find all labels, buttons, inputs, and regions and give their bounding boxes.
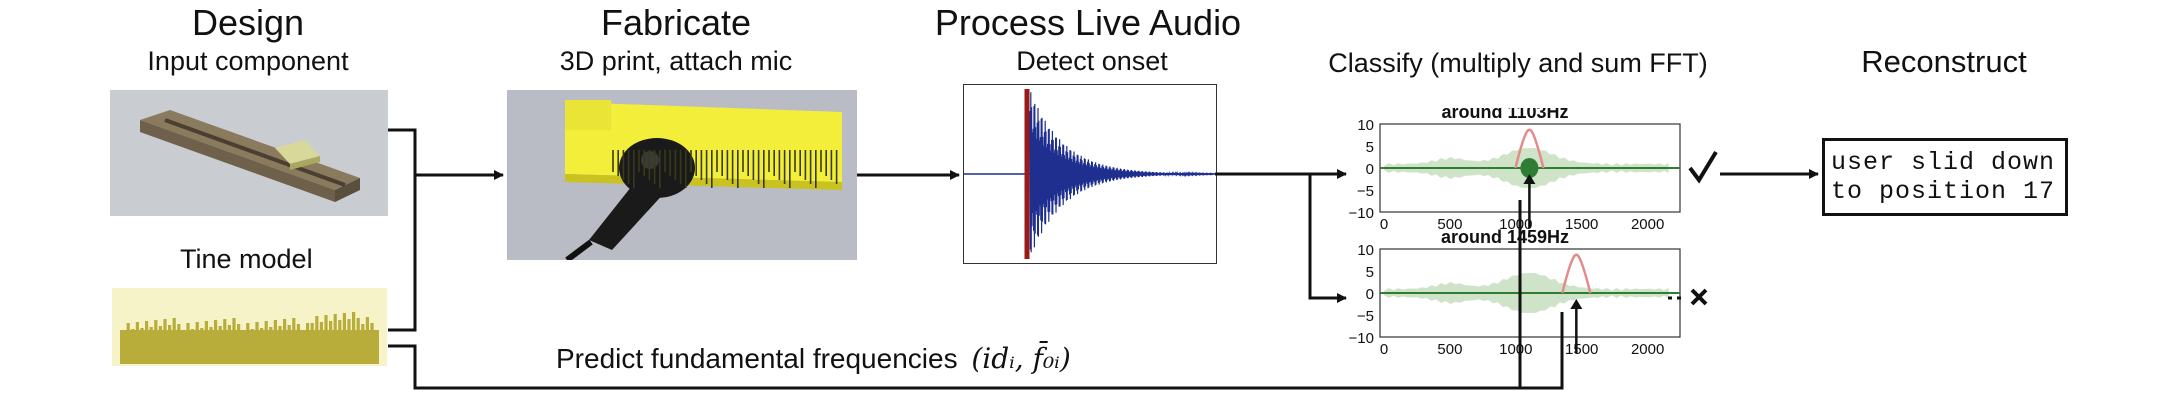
plot-title: around 1103Hz bbox=[1441, 108, 1568, 122]
y-tick-label: 10 bbox=[1357, 242, 1374, 259]
y-tick-label: 10 bbox=[1357, 117, 1374, 134]
slider-model-icon bbox=[140, 110, 360, 202]
printed-slider-with-mic-icon bbox=[565, 100, 842, 263]
y-tick-label: 5 bbox=[1366, 139, 1374, 156]
design-bracket bbox=[388, 128, 417, 332]
fft-plot-1: around 1103Hz 10 5 0 −5 −10 0 500 1000 1500 2000 bbox=[1349, 108, 1681, 233]
fabricate-title: Fabricate bbox=[600, 2, 752, 43]
y-tick-label: −10 bbox=[1349, 330, 1374, 347]
ideal-peak bbox=[1514, 128, 1545, 169]
fft-plot-2: around 1459Hz 10 5 0 −5 −10 0 500 1000 1500 2000 bbox=[1349, 227, 1681, 358]
plot-title: around 1459Hz bbox=[1441, 227, 1569, 247]
process-title: Process Live Audio bbox=[934, 2, 1242, 43]
tine-comb-icon bbox=[120, 312, 379, 364]
ideal-peak bbox=[1561, 253, 1592, 294]
classify-subtitle: Classify (multiply and sum FFT) bbox=[1328, 48, 1708, 78]
x-tick-label: 500 bbox=[1437, 341, 1462, 358]
x-tick-label: 0 bbox=[1380, 341, 1388, 358]
process-subtitle: Detect onset bbox=[1016, 46, 1168, 76]
x-tick-label: 1500 bbox=[1565, 341, 1598, 358]
design-subtitle: Input component bbox=[147, 46, 349, 76]
y-tick-label: −5 bbox=[1357, 308, 1374, 325]
input-component-render bbox=[110, 90, 388, 216]
fabricated-device-photo bbox=[507, 90, 857, 263]
output-line-2: to position 17 bbox=[1831, 177, 2056, 206]
y-tick-label: 0 bbox=[1366, 161, 1374, 178]
x-tick-label: 0 bbox=[1380, 216, 1388, 233]
x-tick-label: 500 bbox=[1437, 216, 1462, 233]
x-tick-label: 2000 bbox=[1631, 341, 1664, 358]
predict-line bbox=[388, 312, 1564, 390]
design-title: Design bbox=[191, 2, 305, 43]
arrow-to-plot2 bbox=[1308, 174, 1347, 303]
x-tick-label: 2000 bbox=[1631, 216, 1664, 233]
predict-math: (idᵢ, f̄₀ᵢ) bbox=[971, 342, 1071, 375]
fabricate-subtitle: 3D print, attach mic bbox=[559, 46, 793, 76]
cross-icon bbox=[1690, 288, 1708, 306]
reconstruct-title: Reconstruct bbox=[1861, 44, 2027, 79]
reconstruct-output-box: user slid down to position 17 bbox=[1822, 138, 2068, 216]
x-tick-label: 1000 bbox=[1499, 341, 1532, 358]
output-line-1: user slid down bbox=[1831, 148, 2056, 177]
audio-waveform-panel bbox=[963, 84, 1217, 264]
y-tick-label: 0 bbox=[1366, 286, 1374, 303]
y-tick-label: −10 bbox=[1349, 205, 1374, 222]
predict-label: Predict fundamental frequencies (idᵢ, f̄… bbox=[556, 342, 1071, 375]
x-tick-label: 1000 bbox=[1499, 216, 1532, 233]
predict-text: Predict fundamental frequencies bbox=[556, 343, 958, 374]
y-tick-label: −5 bbox=[1357, 183, 1374, 200]
match-blob bbox=[1520, 158, 1539, 178]
check-icon bbox=[1688, 150, 1718, 184]
audio-waveform-chart bbox=[964, 89, 1216, 259]
y-tick-label: 5 bbox=[1366, 264, 1374, 281]
tine-model-label: Tine model bbox=[180, 244, 313, 274]
x-tick-label: 1500 bbox=[1565, 216, 1598, 233]
tine-model-render bbox=[112, 288, 387, 366]
